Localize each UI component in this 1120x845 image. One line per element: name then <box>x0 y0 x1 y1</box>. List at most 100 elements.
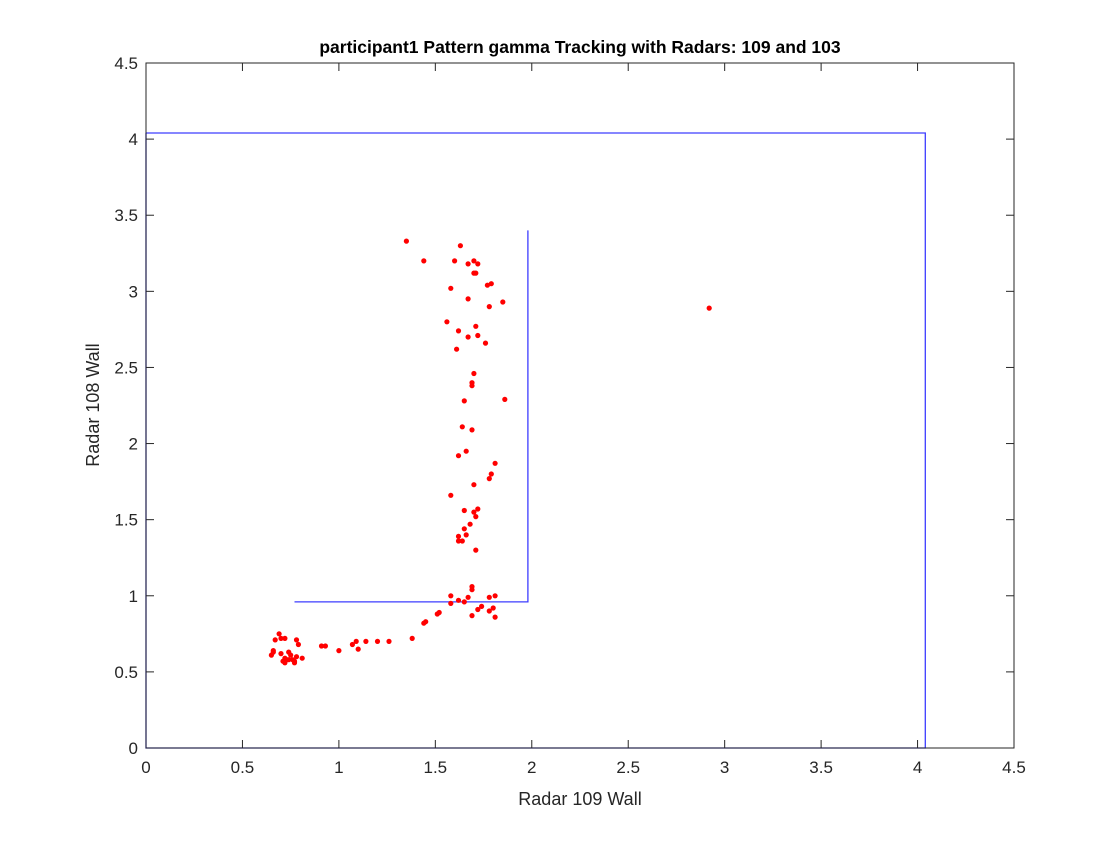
x-tick-label: 3.5 <box>809 758 833 777</box>
x-tick-label: 2 <box>527 758 536 777</box>
data-point <box>475 506 481 512</box>
data-point <box>471 509 477 515</box>
data-point <box>459 538 465 544</box>
data-point <box>318 643 325 649</box>
data-point <box>461 507 467 514</box>
data-point <box>469 613 475 619</box>
y-tick-label: 3.5 <box>114 206 138 225</box>
data-point <box>272 637 278 643</box>
points-layer <box>268 238 712 666</box>
data-point <box>486 476 492 482</box>
data-point <box>293 654 300 660</box>
data-point <box>492 593 498 599</box>
data-point <box>452 258 458 264</box>
data-point <box>492 614 498 620</box>
data-point <box>465 334 471 340</box>
data-point <box>421 620 427 626</box>
data-point <box>448 600 454 607</box>
data-point <box>471 258 477 264</box>
axes-box <box>145 62 1015 749</box>
data-point <box>484 282 490 288</box>
data-point <box>486 608 492 614</box>
data-point <box>490 605 496 611</box>
data-point <box>336 648 342 654</box>
data-point <box>488 281 494 287</box>
data-point <box>482 340 489 346</box>
data-point <box>471 482 477 488</box>
data-point <box>461 599 467 605</box>
data-point <box>276 631 282 637</box>
x-tick-label: 4.5 <box>1002 758 1026 777</box>
data-point <box>465 261 471 267</box>
data-point <box>502 396 508 402</box>
data-point <box>469 584 475 590</box>
data-point <box>363 638 369 645</box>
x-axis-ticks: 0 0.5 1 1.5 2 2.5 3 3.5 4 4.5 <box>141 63 1026 777</box>
y-tick-label: 0 <box>129 739 138 758</box>
data-point <box>444 319 450 325</box>
data-point <box>270 649 276 655</box>
data-point <box>471 270 477 276</box>
data-point <box>454 346 460 352</box>
data-point <box>448 285 454 291</box>
data-point <box>457 243 463 249</box>
data-point <box>322 643 328 649</box>
data-point <box>469 383 475 389</box>
data-point <box>486 594 492 600</box>
data-point <box>465 296 471 302</box>
data-point <box>448 593 454 599</box>
data-point <box>479 603 485 610</box>
y-tick-label: 3 <box>129 282 138 301</box>
data-point <box>473 514 479 520</box>
y-tick-label: 0.5 <box>114 663 138 682</box>
x-tick-label: 3 <box>720 758 729 777</box>
data-point <box>463 532 469 538</box>
data-point <box>434 611 440 617</box>
data-point <box>500 299 506 305</box>
data-point <box>475 332 481 339</box>
y-tick-label: 2 <box>129 435 138 454</box>
data-point <box>291 660 298 666</box>
data-point <box>282 660 288 666</box>
data-point <box>448 492 454 498</box>
data-point <box>469 427 475 433</box>
y-axis-label: Radar 108 Wall <box>83 343 103 466</box>
data-point <box>486 304 492 310</box>
y-tick-label: 1 <box>129 587 138 606</box>
data-point <box>455 597 462 603</box>
x-tick-label: 1.5 <box>424 758 448 777</box>
data-point <box>278 651 284 657</box>
x-tick-label: 4 <box>913 758 922 777</box>
data-point <box>461 398 467 404</box>
data-point <box>403 238 409 244</box>
y-tick-label: 1.5 <box>114 511 138 530</box>
data-point <box>421 258 427 264</box>
y-tick-label: 4 <box>129 130 138 149</box>
data-point <box>355 646 361 652</box>
data-point <box>455 533 462 540</box>
x-tick-label: 1 <box>334 758 343 777</box>
y-axis-ticks: 0 0.5 1 1.5 2 2.5 3 3.5 4 4.5 <box>114 54 1014 758</box>
y-tick-label: 2.5 <box>114 358 138 377</box>
data-point <box>463 448 469 454</box>
x-tick-label: 2.5 <box>616 758 640 777</box>
data-point <box>293 637 300 643</box>
data-point <box>475 606 481 613</box>
data-point <box>459 424 465 430</box>
x-axis-label: Radar 109 Wall <box>518 789 641 809</box>
data-point <box>299 655 305 661</box>
data-point <box>386 638 392 645</box>
data-point <box>706 305 712 311</box>
data-point <box>282 635 288 642</box>
data-point <box>349 641 355 648</box>
data-point <box>278 635 284 642</box>
data-point <box>409 635 415 642</box>
data-point <box>471 370 477 377</box>
data-point <box>492 460 498 466</box>
data-point <box>455 328 462 334</box>
data-point <box>461 526 467 532</box>
data-point <box>286 657 292 663</box>
data-point <box>455 538 462 544</box>
